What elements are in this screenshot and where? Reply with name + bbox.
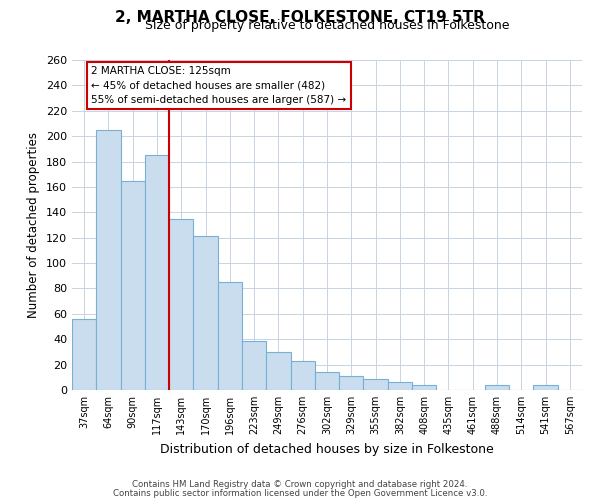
Bar bbox=[72, 319, 96, 390]
Bar bbox=[266, 352, 290, 390]
Bar bbox=[169, 218, 193, 390]
Bar bbox=[96, 130, 121, 390]
X-axis label: Distribution of detached houses by size in Folkestone: Distribution of detached houses by size … bbox=[160, 442, 494, 456]
Title: Size of property relative to detached houses in Folkestone: Size of property relative to detached ho… bbox=[145, 20, 509, 32]
Bar bbox=[290, 361, 315, 390]
Bar bbox=[364, 378, 388, 390]
Bar bbox=[533, 385, 558, 390]
Bar bbox=[412, 385, 436, 390]
Bar bbox=[315, 372, 339, 390]
Bar bbox=[339, 376, 364, 390]
Y-axis label: Number of detached properties: Number of detached properties bbox=[28, 132, 40, 318]
Text: 2, MARTHA CLOSE, FOLKESTONE, CT19 5TR: 2, MARTHA CLOSE, FOLKESTONE, CT19 5TR bbox=[115, 10, 485, 25]
Bar bbox=[145, 155, 169, 390]
Bar bbox=[242, 340, 266, 390]
Bar bbox=[388, 382, 412, 390]
Text: 2 MARTHA CLOSE: 125sqm
← 45% of detached houses are smaller (482)
55% of semi-de: 2 MARTHA CLOSE: 125sqm ← 45% of detached… bbox=[91, 66, 347, 105]
Text: Contains public sector information licensed under the Open Government Licence v3: Contains public sector information licen… bbox=[113, 488, 487, 498]
Bar bbox=[193, 236, 218, 390]
Bar bbox=[121, 180, 145, 390]
Text: Contains HM Land Registry data © Crown copyright and database right 2024.: Contains HM Land Registry data © Crown c… bbox=[132, 480, 468, 489]
Bar bbox=[218, 282, 242, 390]
Bar bbox=[485, 385, 509, 390]
